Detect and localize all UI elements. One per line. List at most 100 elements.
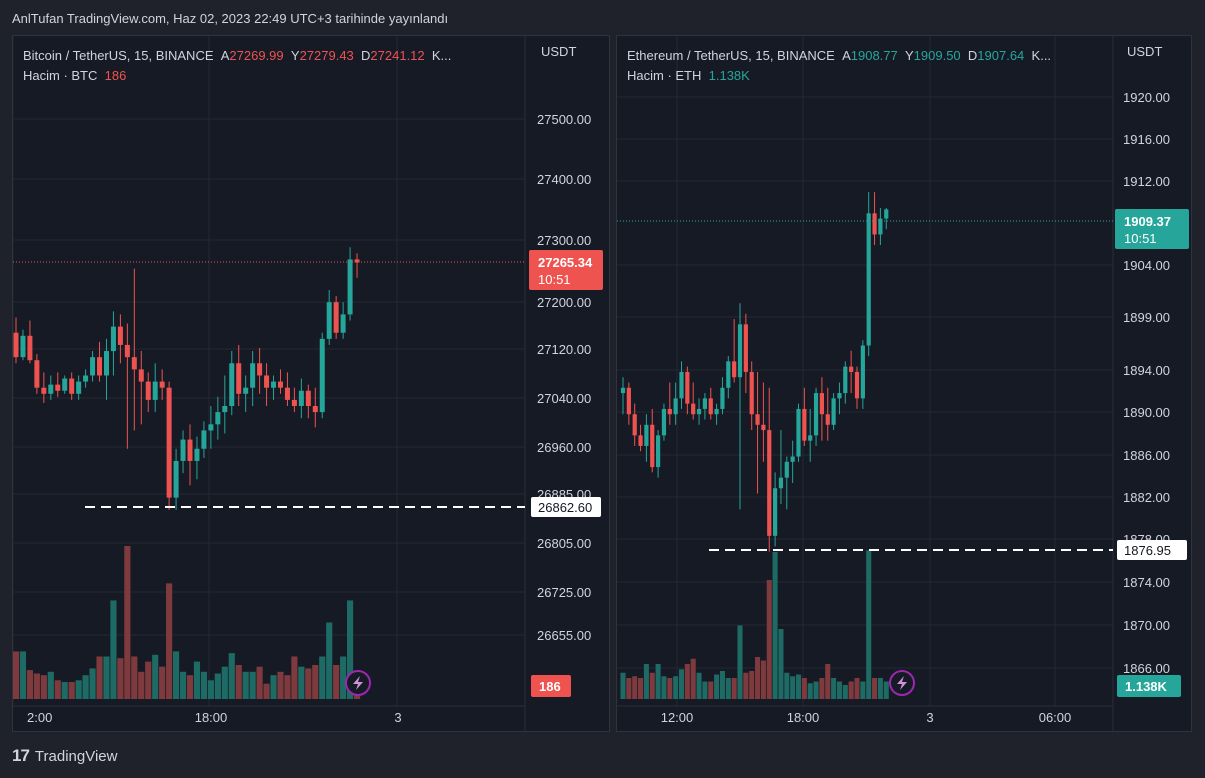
btc-candle-body [20,335,26,358]
btc-candle-body [284,387,290,400]
eth-price-tick-label: 1899.00 [1123,310,1170,325]
btc-volume-bar [340,656,347,699]
eth-candle-body [860,345,865,399]
eth-candle-body [843,366,848,394]
eth-candle-body [778,477,784,489]
eth-candle-body [685,371,690,404]
btc-volume-bar [277,671,284,699]
eth-price-tick-label: 1886.00 [1123,448,1170,463]
btc-volume-bar [214,673,221,699]
eth-volume-bar [836,681,842,699]
btc-symbol-label[interactable]: Bitcoin / TetherUS, 15, BINANCE [23,48,214,63]
eth-volume-bar [842,685,848,699]
eth-price-tick-label: 1920.00 [1123,90,1170,105]
btc-high-value: 27279.43 [299,48,354,63]
btc-volume-label[interactable]: Hacim · BTC [23,68,98,83]
eth-candle-body [632,414,637,436]
btc-candle-body [340,314,346,333]
eth-price-tick-label: 1874.00 [1123,575,1170,590]
eth-volume-bar [790,676,796,699]
btc-volume-bar [33,673,40,699]
btc-candle-body [173,460,179,498]
eth-chart-panel[interactable]: USDT 1920.00 1916.00 1912.00 1904.00 1899.00 1… [616,35,1192,732]
btc-volume-bar [166,583,173,699]
eth-volume-bar [678,669,685,699]
eth-volume-bar [860,681,866,699]
btc-volume-bar [124,546,131,699]
btc-candle-body [277,381,283,388]
btc-volume-bar [47,671,54,699]
btc-volume-bar [179,671,187,699]
btc-volume-bar [61,682,68,699]
btc-volume-bar [40,675,47,699]
eth-candle-body [696,408,702,415]
eth-volume-bar [854,678,860,699]
lightning-icon [889,670,915,696]
btc-volume-bar [249,671,256,699]
eth-candle-body [702,398,707,409]
btc-candle-body [34,360,40,388]
eth-price-tick-label: 1866.00 [1123,661,1170,676]
btc-volume-bar [263,683,270,699]
eth-volume-label[interactable]: Hacim · ETH [627,68,702,83]
eth-candle-body [808,435,813,441]
eth-volume-bar [661,676,667,699]
eth-volume-bar [684,664,690,699]
btc-candle-body [271,381,277,388]
btc-chart-panel[interactable]: USDT 27500.00 27400.00 27300.00 27200.00 2712… [12,35,610,732]
btc-candle-body [257,363,263,376]
btc-volume-bar [298,666,305,699]
btc-candle-body [312,406,318,413]
btc-price-tick-label: 27120.00 [537,342,591,357]
eth-candle-body [790,456,795,462]
btc-price-tick-label: 27200.00 [537,295,591,310]
eth-candle-body [656,435,661,468]
btc-candle-body [90,357,96,376]
tradingview-footer[interactable]: 17 TradingView [12,746,117,766]
btc-candle-body [159,381,165,388]
eth-volume-bar [725,678,731,699]
btc-volume-bar [207,680,214,699]
btc-candle-body [250,363,256,388]
eth-time-tick-label: 18:00 [787,710,820,725]
eth-price-tick-label: 1890.00 [1123,405,1170,420]
eth-volume-bar [632,676,638,699]
eth-volume-bar [643,664,649,699]
btc-chart-canvas[interactable]: USDT 27500.00 27400.00 27300.00 27200.00 2712… [13,36,610,732]
btc-candle-body [298,390,304,407]
btc-volume-badge-value: 186 [539,679,561,694]
btc-low-value: 27241.12 [370,48,425,63]
btc-price-tick-label: 26960.00 [537,440,591,455]
btc-volume-badge [531,675,571,697]
eth-candle-body [849,366,854,372]
btc-volume-bar [19,651,27,699]
eth-candle-body [726,361,731,388]
btc-volume-bar [89,668,96,699]
btc-candle-body [222,406,228,413]
eth-price-tick-label: 1904.00 [1123,258,1170,273]
eth-volume-bar [766,580,772,699]
btc-volume-bar [13,651,20,699]
btc-volume-bar [159,666,166,699]
eth-chart-canvas[interactable]: USDT 1920.00 1916.00 1912.00 1904.00 1899.00 1… [617,36,1192,732]
btc-candle-body [110,326,116,352]
btc-volume-bar [26,670,33,699]
eth-last-price-value: 1909.37 [1124,214,1171,229]
btc-support-value: 26862.60 [538,500,592,515]
btc-open-value: 27269.99 [229,48,284,63]
btc-time-tick-label: 18:00 [195,710,228,725]
eth-symbol-label[interactable]: Ethereum / TetherUS, 15, BINANCE [627,48,835,63]
btc-legend: Bitcoin / TetherUS, 15, BINANCE A27269.9… [23,46,451,86]
eth-candle-body [802,408,807,441]
btc-candle-body [152,381,158,400]
eth-volume-bar [714,674,720,699]
btc-volume-bar [68,682,75,699]
btc-volume-bar [82,675,89,699]
eth-candle-body [872,213,877,235]
btc-volume-bar [145,661,152,699]
btc-price-tick-label: 26725.00 [537,585,591,600]
eth-candle-body [831,398,836,425]
eth-currency-label: USDT [1127,44,1162,59]
eth-volume-bar [883,681,889,699]
btc-price-tick-label: 26805.00 [537,536,591,551]
